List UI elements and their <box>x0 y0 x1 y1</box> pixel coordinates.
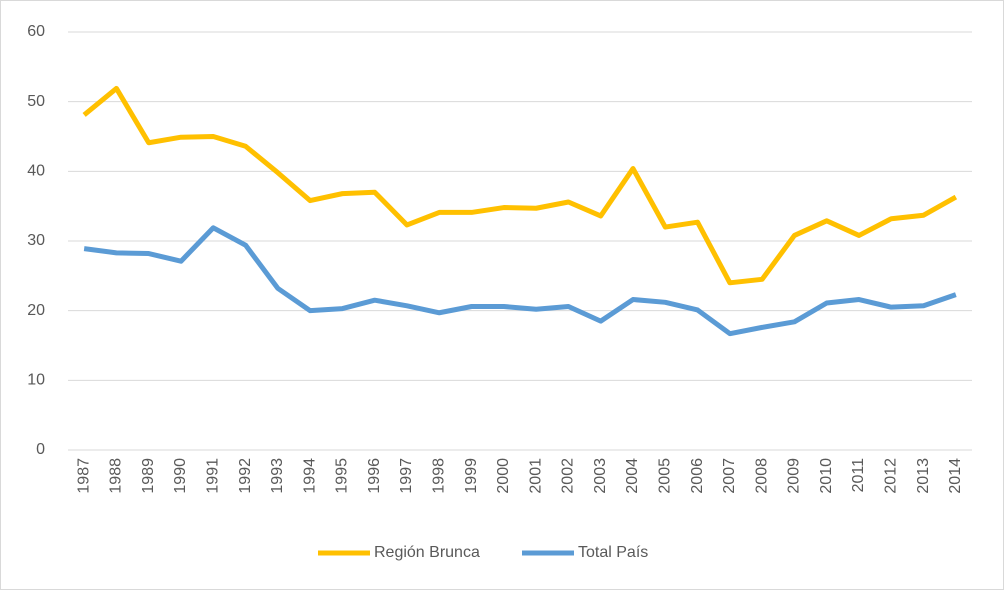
x-tick-label: 1988 <box>108 458 125 494</box>
x-tick-label: 2007 <box>721 458 738 494</box>
x-tick-label: 2013 <box>915 458 932 494</box>
y-tick-label: 0 <box>36 441 45 458</box>
line-series <box>82 85 958 286</box>
legend-label: Total País <box>578 544 648 561</box>
x-tick-label: 1993 <box>269 458 286 494</box>
x-tick-label: 2005 <box>657 458 674 494</box>
x-tick-label: 1995 <box>334 458 351 494</box>
x-tick-label: 2003 <box>592 458 609 494</box>
x-tick-label: 2011 <box>850 458 867 493</box>
x-tick-label: 1987 <box>75 458 92 494</box>
y-tick-label: 10 <box>27 372 45 389</box>
x-tick-label: 2002 <box>560 458 577 494</box>
y-tick-label: 40 <box>27 163 45 180</box>
x-tick-label: 1996 <box>366 458 383 494</box>
y-tick-label: 20 <box>27 302 45 319</box>
x-tick-label: 2010 <box>818 458 835 494</box>
y-tick-label: 50 <box>27 93 45 110</box>
y-tick-label: 30 <box>27 232 45 249</box>
x-tick-label: 2000 <box>495 458 512 494</box>
x-tick-label: 1994 <box>301 458 318 494</box>
x-tick-label: 2006 <box>689 458 706 494</box>
x-tick-label: 1990 <box>172 458 189 494</box>
x-tick-label: 1989 <box>140 458 157 494</box>
x-tick-label: 2001 <box>527 458 544 494</box>
x-tick-label: 2014 <box>947 458 964 494</box>
x-tick-label: 2008 <box>753 458 770 494</box>
x-tick-label: 1991 <box>205 458 222 494</box>
x-tick-label: 1992 <box>237 458 254 494</box>
x-tick-label: 1998 <box>431 458 448 494</box>
legend-label: Región Brunca <box>374 544 480 561</box>
x-tick-label: 2009 <box>786 458 803 494</box>
x-tick-label: 2004 <box>624 458 641 494</box>
x-tick-label: 1997 <box>398 458 415 494</box>
x-tick-label: 2012 <box>883 458 900 494</box>
x-tick-label: 1999 <box>463 458 480 494</box>
line-series <box>83 225 957 337</box>
y-tick-label: 60 <box>27 23 45 40</box>
